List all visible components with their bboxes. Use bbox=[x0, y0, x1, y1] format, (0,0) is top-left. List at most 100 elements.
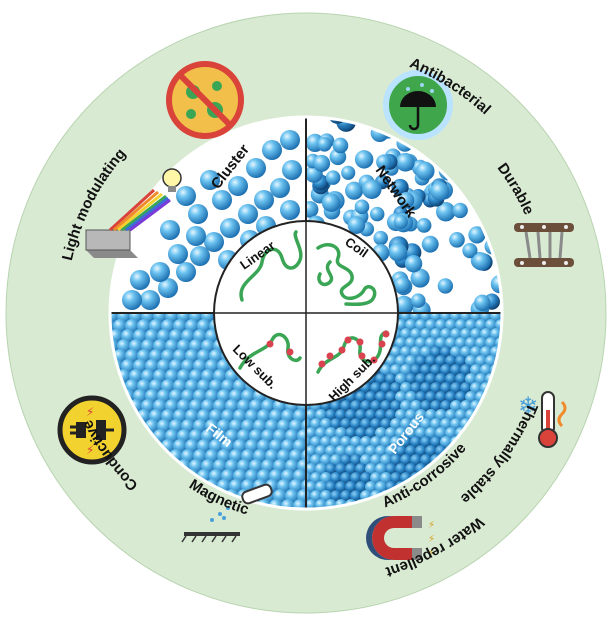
sphere bbox=[425, 355, 437, 367]
sphere bbox=[455, 391, 467, 403]
sphere bbox=[340, 490, 352, 502]
sphere bbox=[440, 382, 452, 394]
sphere bbox=[320, 472, 332, 484]
sphere bbox=[415, 373, 427, 385]
bacteria-prohibited-icon bbox=[166, 61, 244, 139]
sphere bbox=[390, 418, 402, 430]
sphere bbox=[330, 400, 342, 412]
sphere bbox=[425, 409, 437, 421]
high-sub-chain bbox=[316, 330, 388, 374]
sphere bbox=[335, 427, 347, 439]
sphere bbox=[345, 181, 364, 200]
sphere bbox=[480, 346, 492, 358]
sphere bbox=[460, 346, 472, 358]
sphere bbox=[400, 346, 412, 358]
svg-text:❄: ❄ bbox=[518, 392, 538, 420]
sphere bbox=[320, 490, 332, 502]
sphere bbox=[430, 328, 442, 340]
sphere bbox=[380, 472, 392, 484]
sphere bbox=[365, 463, 377, 475]
sphere bbox=[415, 337, 427, 349]
sphere bbox=[370, 382, 382, 394]
sphere bbox=[355, 463, 367, 475]
sphere bbox=[475, 355, 487, 367]
sphere bbox=[485, 337, 497, 349]
sphere bbox=[315, 463, 327, 475]
sphere bbox=[246, 158, 266, 178]
sphere bbox=[405, 337, 417, 349]
sphere bbox=[400, 328, 412, 340]
sphere bbox=[450, 346, 462, 358]
sphere bbox=[460, 382, 472, 394]
sphere bbox=[400, 313, 412, 322]
sphere bbox=[395, 463, 407, 475]
spray-surface-icon bbox=[181, 483, 273, 543]
sphere bbox=[415, 445, 427, 457]
sphere bbox=[445, 355, 457, 367]
sphere bbox=[450, 382, 462, 394]
sphere bbox=[470, 382, 482, 394]
sphere bbox=[475, 373, 487, 385]
sphere bbox=[212, 190, 232, 210]
plug-icon: ⚡ ⚡ bbox=[57, 395, 127, 465]
sphere bbox=[281, 499, 295, 509]
sphere bbox=[310, 454, 322, 466]
sphere bbox=[393, 214, 408, 229]
sphere bbox=[393, 276, 411, 294]
sphere bbox=[405, 463, 417, 475]
sphere bbox=[420, 364, 432, 376]
sphere bbox=[485, 319, 497, 331]
sphere bbox=[400, 454, 412, 466]
sphere bbox=[415, 391, 427, 403]
sphere bbox=[360, 436, 372, 448]
sphere bbox=[425, 445, 437, 457]
sphere bbox=[462, 243, 478, 259]
sphere bbox=[450, 400, 462, 412]
sphere bbox=[306, 445, 317, 457]
sphere bbox=[410, 313, 422, 322]
sphere bbox=[455, 409, 467, 421]
sphere bbox=[362, 179, 382, 199]
sphere bbox=[158, 278, 178, 298]
svg-text:⚡: ⚡ bbox=[428, 534, 435, 545]
sphere bbox=[335, 463, 347, 475]
sphere bbox=[355, 481, 367, 493]
sphere bbox=[460, 400, 472, 412]
high-substitution-dots bbox=[318, 330, 390, 368]
sphere bbox=[430, 400, 442, 412]
sphere bbox=[420, 328, 432, 340]
prism-bulb-icon bbox=[85, 168, 182, 258]
sphere bbox=[330, 418, 342, 430]
sphere bbox=[306, 418, 312, 430]
sphere bbox=[450, 418, 462, 430]
sphere bbox=[450, 313, 462, 322]
sphere bbox=[375, 409, 387, 421]
sphere bbox=[293, 499, 306, 509]
sphere bbox=[395, 337, 407, 349]
sphere bbox=[350, 436, 362, 448]
sphere bbox=[310, 472, 322, 484]
thermometer-icon: ❄ bbox=[518, 391, 567, 448]
sphere bbox=[385, 409, 397, 421]
sphere bbox=[375, 481, 387, 493]
sphere bbox=[475, 337, 487, 349]
sphere bbox=[385, 427, 397, 439]
sphere bbox=[310, 436, 322, 448]
sphere bbox=[405, 427, 417, 439]
sphere bbox=[176, 186, 196, 206]
sphere bbox=[388, 242, 408, 262]
sphere bbox=[400, 364, 412, 376]
sphere bbox=[110, 313, 119, 323]
sphere bbox=[335, 481, 347, 493]
sphere bbox=[340, 418, 352, 430]
sphere bbox=[395, 427, 407, 439]
sphere bbox=[450, 364, 462, 376]
sphere bbox=[420, 454, 432, 466]
coil-chain bbox=[316, 243, 377, 307]
sphere bbox=[325, 427, 337, 439]
sphere bbox=[330, 436, 342, 448]
fabric-clip-icon bbox=[514, 223, 574, 267]
sphere bbox=[254, 190, 274, 210]
sphere bbox=[400, 400, 412, 412]
sphere bbox=[315, 409, 327, 421]
